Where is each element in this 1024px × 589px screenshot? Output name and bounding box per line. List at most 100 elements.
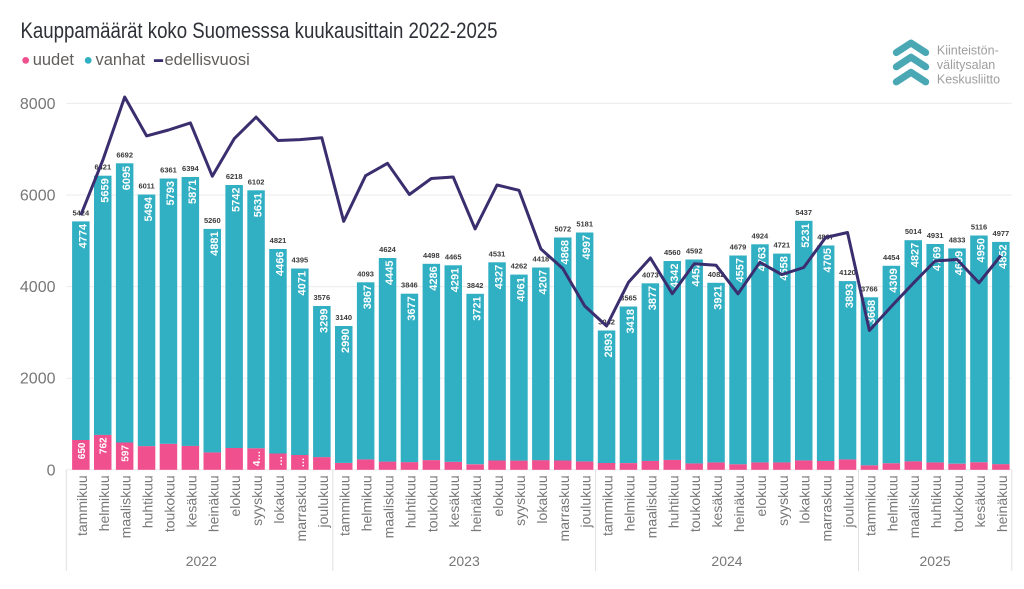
- svg-text:syyskuu: syyskuu: [512, 475, 528, 526]
- svg-text:4531: 4531: [489, 249, 506, 258]
- svg-text:4309: 4309: [888, 268, 900, 292]
- svg-text:4327: 4327: [494, 265, 506, 289]
- svg-text:heinäkuu: heinäkuu: [994, 475, 1010, 532]
- svg-text:4466: 4466: [275, 252, 287, 276]
- svg-text:3766: 3766: [861, 284, 878, 293]
- svg-text:4881: 4881: [209, 231, 221, 255]
- svg-text:…: …: [274, 456, 285, 466]
- svg-text:4071: 4071: [296, 271, 308, 295]
- svg-text:3418: 3418: [625, 309, 637, 333]
- svg-text:6095: 6095: [121, 166, 133, 190]
- svg-text:3721: 3721: [472, 296, 484, 320]
- svg-text:joulukuu: joulukuu: [578, 475, 594, 528]
- svg-text:4721: 4721: [773, 241, 790, 250]
- svg-text:4073: 4073: [642, 270, 659, 279]
- svg-text:5631: 5631: [253, 193, 265, 217]
- svg-text:3846: 3846: [401, 281, 418, 290]
- svg-text:5793: 5793: [165, 181, 177, 205]
- svg-text:4418: 4418: [533, 255, 550, 264]
- svg-text:toukokuu: toukokuu: [687, 475, 703, 532]
- svg-text:toukokuu: toukokuu: [950, 475, 966, 532]
- svg-text:vanhat: vanhat: [96, 51, 146, 69]
- svg-text:6102: 6102: [248, 177, 265, 186]
- svg-text:helmikuu: helmikuu: [622, 475, 638, 531]
- svg-text:4120: 4120: [839, 268, 856, 277]
- svg-text:maaliskuu: maaliskuu: [906, 475, 922, 538]
- svg-text:lokakuu: lokakuu: [534, 475, 550, 523]
- svg-text:4774: 4774: [77, 223, 89, 248]
- svg-text:lokakuu: lokakuu: [271, 475, 287, 523]
- svg-text:4…: 4…: [252, 451, 263, 467]
- svg-text:joulukuu: joulukuu: [315, 475, 331, 528]
- svg-text:heinäkuu: heinäkuu: [205, 475, 221, 532]
- svg-text:6394: 6394: [182, 164, 200, 173]
- svg-text:4560: 4560: [664, 248, 681, 257]
- svg-text:syyskuu: syyskuu: [775, 475, 791, 526]
- svg-text:3668: 3668: [866, 300, 878, 324]
- svg-text:4093: 4093: [357, 269, 374, 278]
- svg-text:5072: 5072: [554, 225, 571, 234]
- svg-text:4207: 4207: [537, 270, 549, 294]
- svg-text:elokuu: elokuu: [753, 475, 769, 516]
- svg-text:huhtikuu: huhtikuu: [140, 475, 156, 528]
- svg-text:4592: 4592: [686, 247, 703, 256]
- svg-text:tammikuu: tammikuu: [74, 475, 90, 536]
- svg-text:4465: 4465: [445, 252, 462, 261]
- svg-text:helmikuu: helmikuu: [884, 475, 900, 531]
- svg-text:5260: 5260: [204, 216, 221, 225]
- svg-text:marraskuu: marraskuu: [556, 475, 572, 541]
- svg-text:elokuu: elokuu: [227, 475, 243, 516]
- svg-text:4868: 4868: [559, 240, 571, 264]
- svg-text:2000: 2000: [20, 371, 56, 388]
- svg-text:3576: 3576: [313, 293, 330, 302]
- svg-text:helmikuu: helmikuu: [359, 475, 375, 531]
- svg-text:kesäkuu: kesäkuu: [972, 475, 988, 527]
- svg-text:4558: 4558: [778, 256, 790, 280]
- svg-text:5181: 5181: [576, 220, 593, 229]
- svg-text:syyskuu: syyskuu: [249, 475, 265, 526]
- svg-text:6361: 6361: [160, 166, 177, 175]
- svg-text:3677: 3677: [406, 296, 418, 320]
- svg-text:4395: 4395: [292, 256, 309, 265]
- svg-text:4452: 4452: [691, 262, 703, 286]
- svg-text:toukokuu: toukokuu: [424, 475, 440, 532]
- svg-text:4082: 4082: [708, 270, 725, 279]
- svg-text:2024: 2024: [711, 553, 742, 569]
- svg-text:3893: 3893: [844, 284, 856, 308]
- svg-text:4997: 4997: [581, 235, 593, 259]
- svg-text:3877: 3877: [647, 286, 659, 310]
- svg-text:4498: 4498: [423, 251, 440, 260]
- svg-text:maaliskuu: maaliskuu: [381, 475, 397, 538]
- svg-text:5659: 5659: [99, 178, 111, 202]
- svg-text:0: 0: [47, 462, 56, 479]
- svg-text:4931: 4931: [927, 231, 944, 240]
- svg-text:5871: 5871: [187, 180, 199, 204]
- svg-text:tammikuu: tammikuu: [600, 475, 616, 536]
- svg-text:heinäkuu: heinäkuu: [468, 475, 484, 532]
- svg-text:marraskuu: marraskuu: [819, 475, 835, 541]
- svg-text:4977: 4977: [993, 229, 1010, 238]
- svg-text:6218: 6218: [226, 172, 243, 181]
- svg-text:4769: 4769: [932, 247, 944, 271]
- svg-text:marraskuu: marraskuu: [293, 475, 309, 541]
- svg-text:4454: 4454: [883, 253, 901, 262]
- svg-text:5231: 5231: [800, 223, 812, 247]
- svg-text:5014: 5014: [905, 227, 923, 236]
- svg-text:4061: 4061: [516, 277, 528, 301]
- svg-text:4833: 4833: [949, 235, 966, 244]
- svg-text:5742: 5742: [231, 188, 243, 212]
- svg-text:2893: 2893: [603, 333, 615, 357]
- svg-text:kesäkuu: kesäkuu: [446, 475, 462, 527]
- svg-text:6000: 6000: [20, 188, 56, 205]
- svg-text:tammikuu: tammikuu: [337, 475, 353, 536]
- svg-text:heinäkuu: heinäkuu: [731, 475, 747, 532]
- svg-text:joulukuu: joulukuu: [841, 475, 857, 528]
- svg-text:4286: 4286: [428, 266, 440, 290]
- svg-text:6692: 6692: [116, 150, 133, 159]
- svg-text:maaliskuu: maaliskuu: [643, 475, 659, 538]
- svg-text:4950: 4950: [976, 238, 988, 262]
- svg-text:4262: 4262: [511, 262, 528, 271]
- svg-text:3842: 3842: [467, 281, 484, 290]
- svg-text:5437: 5437: [795, 208, 812, 217]
- svg-text:8000: 8000: [20, 96, 56, 113]
